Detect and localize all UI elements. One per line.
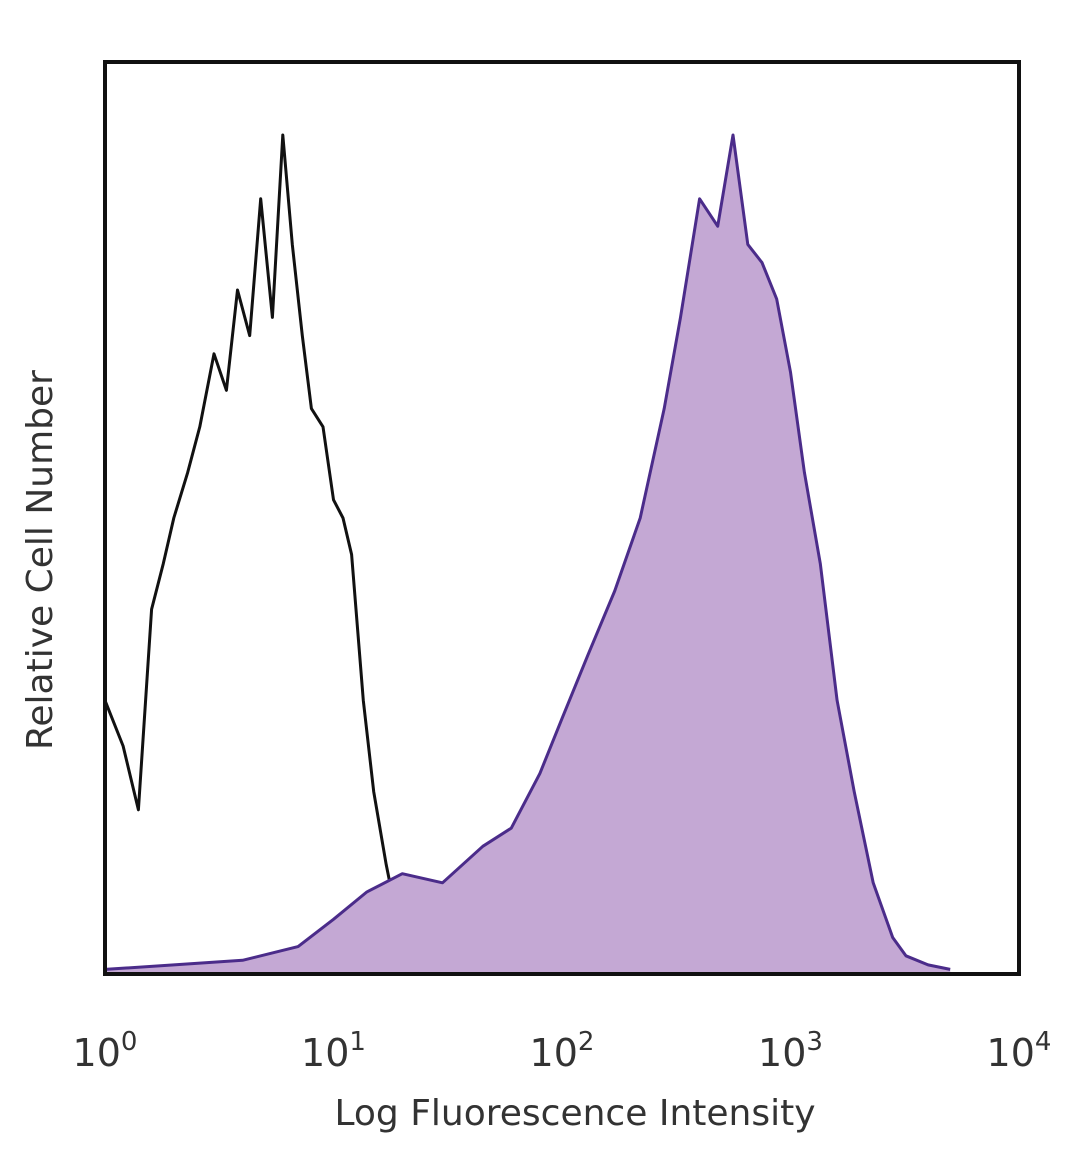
- x-tick-label-4: 104: [987, 1027, 1052, 1075]
- plot-frame: [103, 60, 1021, 976]
- x-axis-title: Log Fluorescence Intensity: [334, 1093, 815, 1134]
- series-1-fill: [105, 135, 951, 974]
- x-tick-label-1: 101: [301, 1027, 366, 1075]
- x-tick-label-2: 102: [530, 1027, 595, 1075]
- plot-area: [103, 133, 951, 976]
- x-tick-label-0: 100: [73, 1027, 138, 1075]
- series-1-line: [104, 133, 951, 971]
- x-tick-labels: 100 101 102 103 104: [73, 1027, 1052, 1075]
- x-tick-label-3: 103: [758, 1027, 823, 1075]
- y-axis-title: Relative Cell Number: [20, 370, 61, 750]
- series-0-line: [103, 133, 426, 976]
